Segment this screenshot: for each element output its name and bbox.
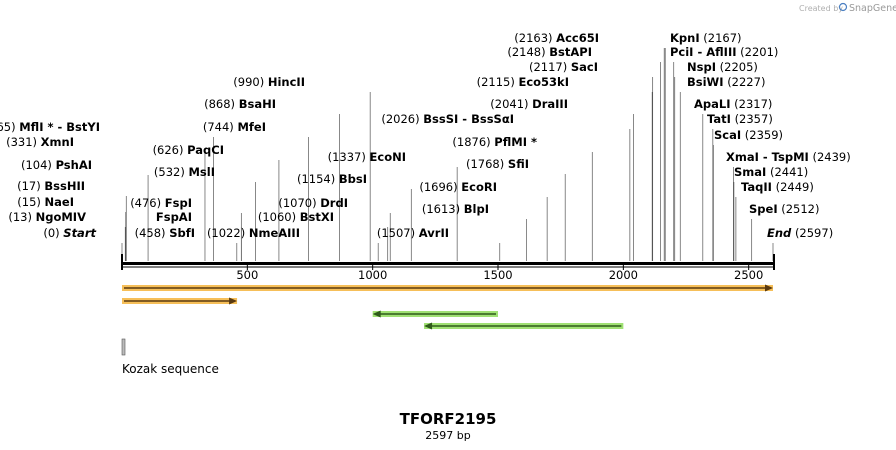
snapgene-logo-icon	[838, 2, 848, 12]
site-label: (1768) SfiI	[466, 157, 529, 171]
site-label: (2163) Acc65I	[514, 31, 599, 45]
site-label: NspI (2205)	[687, 60, 758, 74]
site-label: (458) SbfI	[135, 226, 195, 240]
site-label: (626) PaqCI	[153, 143, 224, 157]
site-label: XmaI - TspMI (2439)	[726, 150, 851, 164]
site-label: (365) MflI * - BstYI	[0, 120, 100, 134]
reverse-orf-arrow	[424, 322, 624, 330]
site-label: (2117) SacI	[529, 60, 598, 74]
site-label: (2026) BssSI - BssSαI	[381, 112, 514, 126]
kozak-label: Kozak sequence	[122, 362, 219, 376]
site-label: TatI (2357)	[707, 112, 773, 126]
site-label: (476) FspI	[130, 196, 192, 210]
forward-orf-arrow	[122, 284, 773, 292]
watermark-prefix: Created by	[799, 4, 843, 13]
site-label: (104) PshAI	[21, 158, 92, 172]
site-label: (1507) AvrII	[377, 226, 449, 240]
site-label: (331) XmnI	[6, 135, 74, 149]
site-label: (1070) DrdI	[278, 196, 348, 210]
watermark-brand: SnapGene	[849, 3, 896, 14]
site-label: SpeI (2512)	[749, 202, 820, 216]
site-label: PciI - AflIII (2201)	[670, 45, 778, 59]
site-label: TaqII (2449)	[741, 180, 814, 194]
site-label: (1022) NmeAIII	[207, 226, 300, 240]
site-lines	[121, 48, 774, 261]
site-label: (1060) BstXI	[258, 210, 334, 224]
site-label: ApaLI (2317)	[694, 97, 772, 111]
site-label: End (2597)	[767, 226, 833, 240]
ruler-tick-label: 2500	[734, 268, 763, 282]
site-label: (532) MslI	[154, 165, 215, 179]
site-label: BsiWI (2227)	[687, 75, 765, 89]
ruler-tick-label: 1500	[483, 268, 512, 282]
site-labels: (0) Start (13) NgoMIV(15) NaeI (17) BssHII…	[0, 31, 851, 240]
forward-orf-arrow	[122, 297, 238, 305]
site-label: (1154) BbsI	[297, 172, 367, 186]
site-label: (2115) Eco53kI	[477, 75, 569, 89]
ruler-tick-label: 500	[236, 268, 258, 282]
kozak-feature	[121, 338, 126, 356]
site-label: (15) NaeI	[17, 195, 74, 209]
site-label: ScaI (2359)	[714, 128, 783, 142]
site-label: (0) Start	[43, 226, 96, 240]
backbone	[121, 254, 775, 270]
reverse-orf-arrow	[372, 310, 499, 318]
map-length: 2597 bp	[425, 429, 470, 442]
site-label: (2041) DraIII	[490, 97, 568, 111]
ruler: 500 1000 1500 2000 2500	[236, 265, 763, 282]
site-label: (744) MfeI	[203, 120, 266, 134]
site-label: FspAI	[156, 210, 192, 224]
features	[121, 284, 773, 356]
site-label: (2148) BstAPI	[507, 45, 592, 59]
site-label: (1696) EcoRI	[419, 180, 497, 194]
site-label: (990) HincII	[233, 75, 305, 89]
ruler-tick-label: 2000	[609, 268, 638, 282]
site-label: (17) BssHII	[17, 179, 85, 193]
site-label: (1876) PflMI *	[452, 135, 537, 149]
site-label: KpnI (2167)	[670, 31, 742, 45]
site-label: (868) BsaHI	[204, 97, 276, 111]
site-label: (1613) BlpI	[422, 202, 489, 216]
site-label: SmaI (2441)	[734, 165, 808, 179]
site-label: (13) NgoMIV	[8, 210, 86, 224]
map-title: TFORF2195	[400, 410, 497, 428]
ruler-tick-label: 1000	[358, 268, 387, 282]
site-label: (1337) EcoNI	[328, 150, 406, 164]
